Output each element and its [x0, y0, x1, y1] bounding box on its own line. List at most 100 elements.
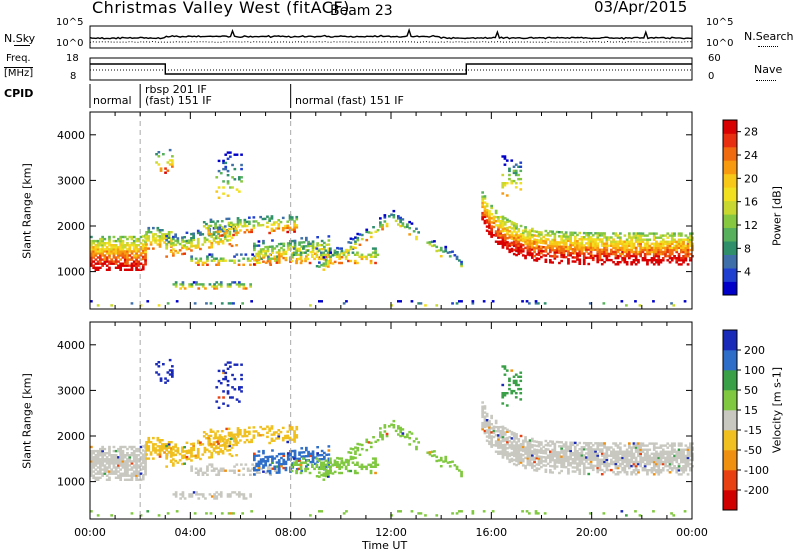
- power-cell: [112, 254, 116, 257]
- power-cell: [110, 244, 113, 247]
- power-cell: [499, 232, 503, 235]
- velocity-cell: [673, 450, 676, 453]
- velocity-cell: [383, 426, 387, 429]
- velocity-cell: [257, 464, 261, 467]
- power-cell: [406, 223, 409, 226]
- velocity-cell: [320, 449, 324, 453]
- power-cell: [682, 261, 685, 264]
- power-cell: [600, 242, 604, 245]
- velocity-cell: [135, 454, 138, 457]
- power-cell: [533, 254, 536, 258]
- velocity-cell: [227, 427, 231, 430]
- power-cell: [485, 215, 489, 218]
- power-cell: [130, 262, 134, 265]
- velocity-cell: [585, 452, 588, 455]
- power-cell: [666, 259, 670, 262]
- power-cell: [277, 227, 281, 230]
- power-cell: [171, 165, 174, 168]
- power-cell: [241, 225, 244, 228]
- velocity-cell: [340, 471, 343, 475]
- velocity-cell: [625, 514, 628, 517]
- power-cell: [201, 263, 205, 266]
- power-cell: [298, 243, 301, 246]
- power-cell: [252, 220, 256, 223]
- power-cell: [371, 251, 375, 254]
- velocity-cell: [435, 455, 439, 459]
- velocity-cell: [329, 465, 332, 468]
- power-cell: [668, 244, 672, 248]
- velocity-cell: [385, 434, 389, 438]
- velocity-cell: [525, 510, 529, 513]
- velocity-cell: [666, 458, 670, 462]
- velocity-cell: [92, 452, 95, 455]
- velocity-cell: [105, 468, 109, 471]
- power-cell: [90, 250, 93, 253]
- power-cell: [680, 242, 683, 245]
- power-cell: [302, 247, 305, 250]
- velocity-cell: [176, 447, 180, 450]
- velocity-cell: [560, 455, 563, 458]
- beam-label: Beam 23: [330, 3, 393, 19]
- power-cell: [349, 241, 353, 244]
- velocity-cell: [494, 419, 498, 423]
- velocity-cell: [228, 444, 232, 448]
- power-cell: [275, 261, 279, 264]
- power-colorbar-swatch: [723, 268, 737, 282]
- power-cell: [623, 261, 627, 264]
- velocity-cell: [652, 446, 656, 449]
- power-cell: [158, 229, 162, 232]
- velocity-cell: [119, 478, 122, 481]
- velocity-cell: [600, 452, 604, 455]
- power-cell: [558, 245, 561, 248]
- velocity-cell: [381, 433, 384, 437]
- velocity-cell: [135, 464, 138, 467]
- power-cell: [222, 186, 225, 189]
- velocity-cell: [159, 377, 163, 380]
- velocity-cell: [117, 447, 120, 451]
- velocity-cell: [96, 466, 100, 469]
- power-cell: [365, 228, 369, 231]
- velocity-cell: [248, 426, 251, 429]
- velocity-cell: [573, 458, 577, 461]
- chart-title: Christmas Valley West (fitACF): [92, 0, 350, 17]
- power-cell: [650, 259, 654, 262]
- velocity-cell: [236, 435, 240, 438]
- power-cell: [677, 259, 681, 262]
- velocity-cell: [145, 449, 148, 452]
- velocity-cell: [562, 459, 566, 463]
- velocity-cell: [621, 450, 624, 453]
- power-cell: [360, 237, 364, 241]
- power-cell: [673, 255, 676, 258]
- power-cell: [144, 244, 147, 247]
- velocity-cell: [621, 452, 624, 455]
- power-cell: [569, 245, 572, 249]
- power-cell: [207, 226, 211, 230]
- velocity-cell: [101, 462, 104, 465]
- power-cell: [643, 238, 647, 241]
- velocity-cell: [619, 450, 622, 453]
- power-cell: [483, 195, 487, 198]
- power-cell: [196, 231, 200, 235]
- velocity-cell: [323, 457, 326, 461]
- power-cell: [114, 256, 118, 259]
- power-cell: [657, 263, 661, 266]
- power-cell: [646, 261, 649, 264]
- velocity-cell: [212, 437, 216, 440]
- power-cell: [226, 235, 229, 238]
- power-cell: [253, 259, 256, 262]
- power-cell: [620, 300, 624, 303]
- power-cell: [603, 260, 606, 264]
- power-cell: [277, 253, 281, 256]
- velocity-cell: [223, 443, 227, 446]
- velocity-cell: [510, 437, 514, 440]
- velocity-cell: [367, 441, 371, 444]
- velocity-cell: [101, 460, 104, 463]
- velocity-cell: [132, 460, 136, 463]
- velocity-cell: [499, 434, 503, 437]
- power-cell: [214, 230, 218, 234]
- power-cell: [553, 253, 557, 256]
- power-cell: [212, 227, 216, 230]
- velocity-cell: [226, 495, 230, 498]
- velocity-cell: [564, 447, 568, 450]
- velocity-cell: [324, 459, 328, 462]
